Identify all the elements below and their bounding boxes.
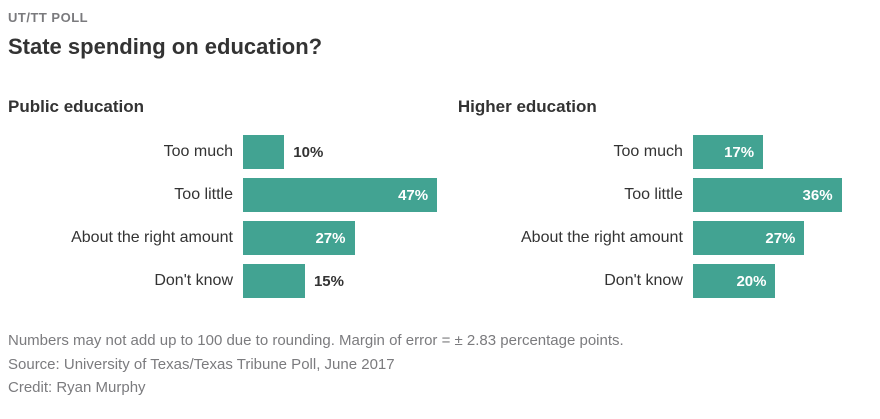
footer-notes: Numbers may not add up to 100 due to rou… bbox=[8, 329, 870, 400]
bar-row-about-right: About the right amount 27% 27% bbox=[458, 221, 870, 255]
chart-subtitle-higher: Higher education bbox=[457, 97, 597, 116]
bar-row-too-little: Too little 47% 47% bbox=[8, 178, 440, 212]
bar-about-right: 27% bbox=[692, 221, 805, 255]
category-label: Too much bbox=[163, 143, 233, 160]
bar-too-little: 47% bbox=[243, 178, 438, 212]
value-label: 17% bbox=[724, 143, 755, 161]
bar-row-too-little: Too little 36% 36% bbox=[458, 178, 870, 212]
bar-row-dont-know: Don't know 20% 20% bbox=[458, 264, 870, 298]
value-label: 15% bbox=[313, 272, 344, 290]
bar-area: 36% 36% bbox=[692, 178, 870, 212]
category-label: Don't know bbox=[604, 272, 683, 289]
value-label: 10% bbox=[293, 143, 324, 161]
bar-too-little: 36% bbox=[692, 178, 842, 212]
bar-dont-know: 20% bbox=[692, 264, 776, 298]
value-label: 20% bbox=[736, 272, 767, 290]
value-label: 47% bbox=[398, 186, 429, 204]
category-label: Don't know bbox=[154, 272, 233, 289]
bar-dont-know: 15% bbox=[243, 264, 305, 298]
category-label: Too much bbox=[613, 143, 683, 160]
footer-note-rounding: Numbers may not add up to 100 due to rou… bbox=[8, 332, 624, 349]
bar-area: 17% 17% bbox=[692, 135, 870, 169]
chart-higher-education: Higher education Too much 17% 17% Too li… bbox=[458, 96, 870, 298]
value-label: 27% bbox=[765, 229, 796, 247]
bar-too-much: 17% bbox=[692, 135, 764, 169]
page-title: State spending on education? bbox=[8, 34, 323, 59]
bar-row-about-right: About the right amount 27% 27% bbox=[8, 221, 440, 255]
category-label: About the right amount bbox=[71, 229, 233, 246]
bar-area: 10% 10% bbox=[243, 135, 440, 169]
footer-source: Source: University of Texas/Texas Tribun… bbox=[8, 355, 395, 373]
bar-too-much: 10% bbox=[243, 135, 285, 169]
chart-subtitle-public: Public education bbox=[8, 97, 145, 116]
kicker: UT/TT POLL bbox=[8, 10, 89, 25]
bar-area: 27% 27% bbox=[243, 221, 440, 255]
bar-row-too-much: Too much 17% 17% bbox=[458, 135, 870, 169]
chart-public-education: Public education Too much 10% 10% Too li… bbox=[8, 96, 440, 298]
category-label: Too little bbox=[624, 186, 683, 203]
bar-row-too-much: Too much 10% 10% bbox=[8, 135, 440, 169]
bar-area: 20% 20% bbox=[692, 264, 870, 298]
charts-row: Public education Too much 10% 10% Too li… bbox=[8, 96, 870, 298]
value-label: 36% bbox=[802, 186, 833, 204]
footer-credit: Credit: Ryan Murphy bbox=[8, 379, 146, 396]
category-label: About the right amount bbox=[521, 229, 683, 246]
value-label: 27% bbox=[315, 229, 346, 247]
bar-row-dont-know: Don't know 15% 15% bbox=[8, 264, 440, 298]
category-label: Too little bbox=[174, 186, 233, 203]
bar-about-right: 27% bbox=[243, 221, 355, 255]
bar-area: 15% 15% bbox=[243, 264, 440, 298]
bar-area: 47% 47% bbox=[243, 178, 440, 212]
bar-area: 27% 27% bbox=[692, 221, 870, 255]
